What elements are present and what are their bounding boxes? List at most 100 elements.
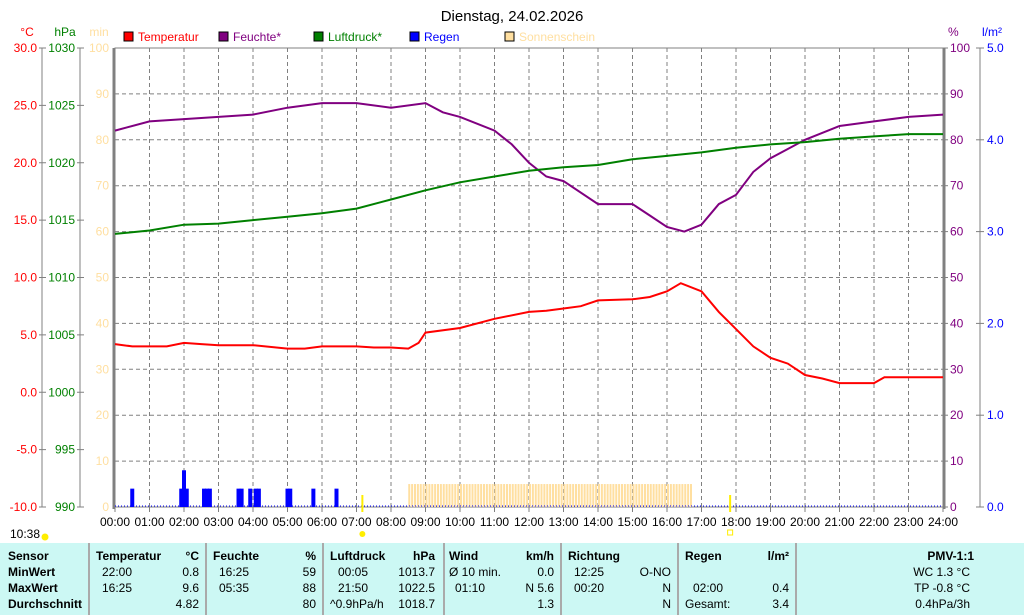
rain-axis-label: 4.0 [987,133,1004,147]
hum-axis-label: 0 [950,500,957,514]
sunshine-bar [635,484,638,507]
sunshine-bar [675,484,678,507]
x-tick-label: 07:00 [341,515,371,529]
rain-max: 0.4 [772,581,789,595]
temp-max: 9.6 [182,581,199,595]
rain-bar [205,488,210,507]
x-tick-label: 06:00 [307,515,337,529]
sunshine-bar [563,484,566,507]
wind-avg10-label: Ø 10 min. [449,565,502,579]
temp-axis-label: 0.0 [20,385,37,399]
sun-axis-label: 90 [96,87,110,101]
hum-axis-label: 20 [950,408,964,422]
sunshine-bar [514,484,517,507]
rain-axis-unit: l/m² [982,25,1002,39]
rain-bar [236,488,241,507]
sunshine-bar [431,484,434,507]
wind-column: Wind km/h Ø 10 min. 0.0 01:10 N 5.6 1.3 [443,543,560,615]
hum-axis-label: 100 [950,41,970,55]
sunshine-bar [664,484,667,507]
hum-avg: 80 [302,597,316,611]
sunshine-bar [667,484,669,507]
sunshine-bar [483,484,485,507]
sunshine-bar [638,484,641,507]
sunshine-bar [471,484,474,507]
temp-axis-label: -5.0 [16,443,37,457]
sunshine-bar [408,484,411,507]
sunshine-bar [428,484,431,507]
dir-column: Richtung 12:25 O-NO 00:20 N N [560,543,677,615]
hum-min-time: 16:25 [219,565,250,579]
press-line [114,133,943,235]
sunshine-bar [523,484,526,507]
sun-axis-label: 30 [96,362,110,376]
sunshine-bar [566,484,569,507]
sunshine-bar [414,484,416,507]
x-tick-label: 22:00 [859,515,889,529]
pmv-trend: 0.4hPa/3h [915,597,970,611]
sunshine-bar [612,484,615,507]
sunshine-bar [454,484,457,507]
x-tick-label: 15:00 [617,515,647,529]
legend-swatch [313,31,324,42]
sunshine-bar [572,484,575,507]
sunshine-bar [540,484,543,507]
rain-unit: l/m² [767,549,789,563]
press-axis-label: 1015 [48,213,75,227]
sunshine-bar [448,484,451,507]
sunshine-bar [598,484,600,507]
sunshine-bar [623,484,626,507]
sunshine-bar [422,484,425,507]
chart-title: Dienstag, 24.02.2026 [441,8,584,25]
press-column: Luftdruck hPa 00:05 1013.7 21:50 1022.5 ^0.… [322,543,443,615]
press-axis-unit: hPa [54,25,76,39]
rain-axis-label: 1.0 [987,408,1004,422]
sunshine-bar [577,484,580,507]
sunshine-bar [603,484,606,507]
press-axis-label: 990 [55,500,75,514]
x-tick-label: 23:00 [893,515,923,529]
press-axis-label: 1020 [48,156,75,170]
press-max-time: 21:50 [338,581,369,595]
legend-swatch [409,31,420,42]
rain-column: Regen l/m² 02:00 0.4 Gesamt: 3.4 [677,543,795,615]
sunshine-bar [560,484,563,507]
x-tick-label: 11:00 [480,515,509,529]
sunset-icon [727,529,734,536]
rain-axis-label: 2.0 [987,316,1004,330]
temp-axis-label: 30.0 [14,41,38,55]
hum-header: Feuchte [213,549,260,563]
sunshine-bar [537,484,540,507]
sunshine-bar [586,484,589,507]
sunshine-bar [485,484,488,507]
sunshine-bar [669,484,672,507]
sunshine-bar [621,484,623,507]
wind-avg: 1.3 [537,597,554,611]
sunshine-bar [500,484,503,507]
sunshine-bar [618,484,621,507]
temp-min-time: 22:00 [102,565,133,579]
stats-table: Sensor MinWert MaxWert Durchschnitt Temp… [0,543,1024,615]
current-time: 10:38 [10,527,40,541]
sunshine-bar [468,484,471,507]
legend-swatch [504,31,515,42]
current-sun-icon [41,533,49,541]
sunshine-bar [477,484,480,507]
sunshine-bar [644,484,646,507]
temp-unit: °C [185,549,199,563]
sunshine-bar [552,484,554,507]
temp-axis-unit: °C [20,25,34,39]
x-tick-label: 14:00 [583,515,613,529]
sunshine-bar [437,484,439,507]
x-tick-label: 10:00 [445,515,475,529]
pmv-wc: WC 1.3 °C [913,565,970,579]
sunshine-bar [609,484,612,507]
hum-axis-label: 70 [950,179,964,193]
sun-axis-label: 80 [96,133,110,147]
sunshine-bar [497,484,500,507]
sunshine-bar [474,484,477,507]
wind-avg10: 0.0 [537,565,554,579]
sunshine-bar [658,484,661,507]
press-axis-label: 1025 [48,98,75,112]
press-min: 1013.7 [398,565,435,579]
